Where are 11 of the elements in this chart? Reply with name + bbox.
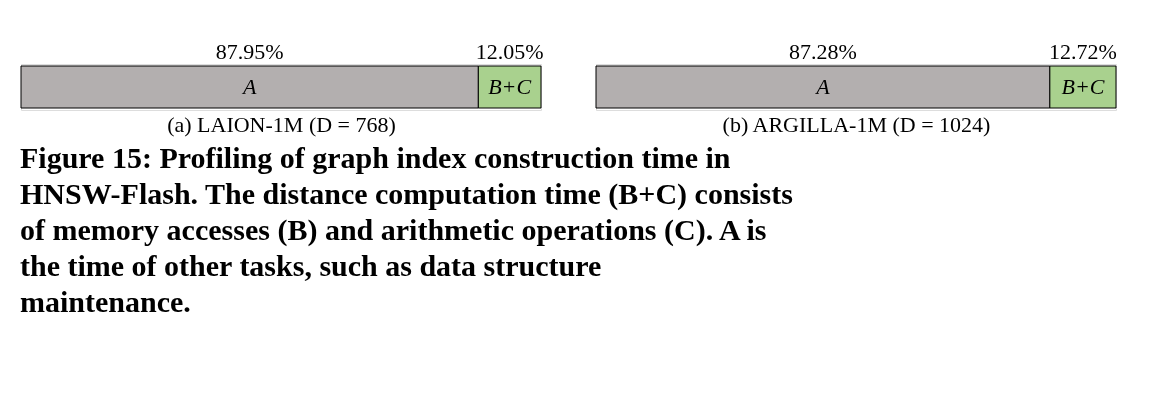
data-label: 87.95%	[215, 39, 284, 64]
series-label: B+C	[488, 74, 532, 99]
caption: Figure 15: Profiling of graph index construction time in HNSW-Flash. The distance computation time (B+C) consists of memory accesses (B) and arithmetic operations (C). A is the time of other tasks, such as data structure maintenance.	[20, 140, 793, 318]
series-label: A	[240, 74, 257, 99]
data-label: 12.72%	[1049, 39, 1117, 64]
x-axis-title: (b) ARGILLA-1M (D = 1024)	[722, 111, 991, 137]
data-label: 87.28%	[789, 39, 857, 64]
series-label: A	[814, 74, 831, 99]
data-label: 12.05%	[475, 39, 544, 64]
series-label: B+C	[1061, 74, 1105, 99]
x-axis-title: (a) LAION-1M (D = 768)	[167, 111, 396, 137]
